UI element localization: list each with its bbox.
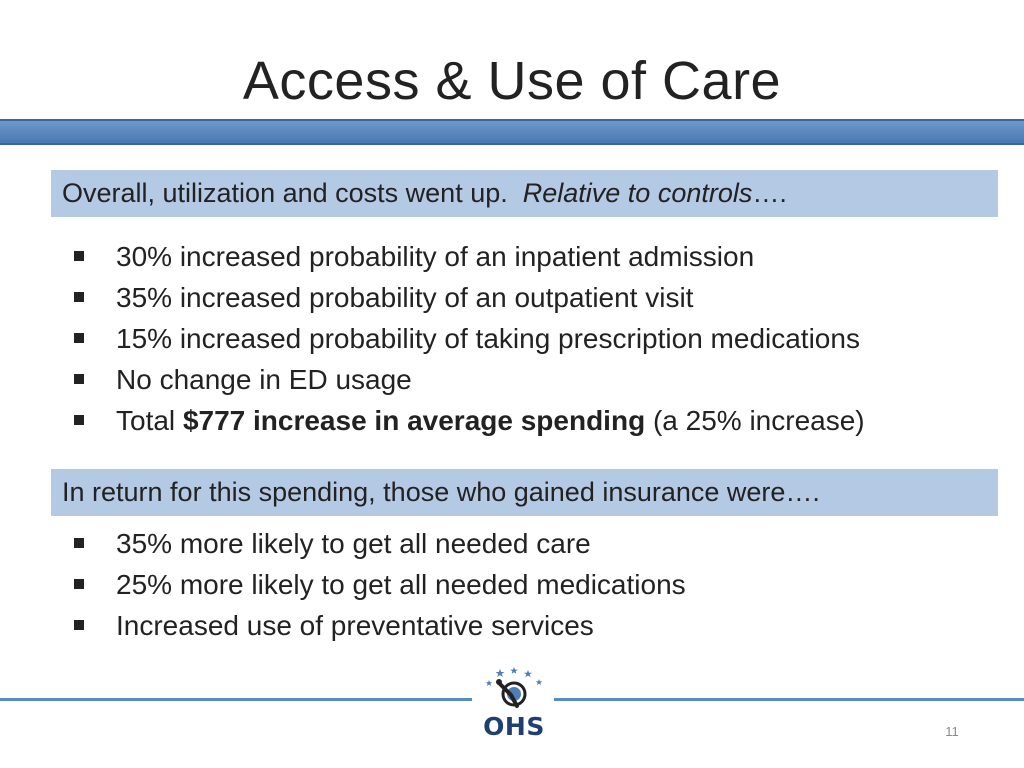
bullet-text: 15% increased probability of taking pres… bbox=[116, 323, 860, 354]
bullet-text: No change in ED usage bbox=[116, 364, 412, 395]
bullet-prefix: Total bbox=[116, 405, 176, 436]
list-item: 30% increased probability of an inpatien… bbox=[72, 236, 865, 277]
page-number: 11 bbox=[945, 724, 959, 739]
bullet-text: 35% more likely to get all needed care bbox=[116, 528, 591, 559]
list-item: 15% increased probability of taking pres… bbox=[72, 318, 865, 359]
section1-heading-plain: Overall, utilization and costs went up. bbox=[62, 178, 508, 208]
section1-heading-box: Overall, utilization and costs went up. … bbox=[51, 170, 998, 217]
square-bullet-icon bbox=[74, 374, 84, 384]
square-bullet-icon bbox=[74, 292, 84, 302]
bullet-suffix: (a 25% increase) bbox=[652, 405, 865, 436]
section2-heading-box: In return for this spending, those who g… bbox=[51, 469, 998, 516]
list-item: 25% more likely to get all needed medica… bbox=[72, 564, 686, 605]
footer-line-left bbox=[0, 698, 472, 701]
footer-line-right bbox=[554, 698, 1024, 701]
list-item: 35% increased probability of an outpatie… bbox=[72, 277, 865, 318]
square-bullet-icon bbox=[74, 333, 84, 343]
bullet-text: Increased use of preventative services bbox=[116, 610, 594, 641]
logo-text: OHS bbox=[483, 712, 545, 741]
section2-bullet-list: 35% more likely to get all needed care 2… bbox=[72, 523, 686, 646]
list-item: Increased use of preventative services bbox=[72, 605, 686, 646]
bullet-text: 30% increased probability of an inpatien… bbox=[116, 241, 755, 272]
square-bullet-icon bbox=[74, 620, 84, 630]
square-bullet-icon bbox=[74, 415, 84, 425]
section1-heading-italic: Relative to controls bbox=[522, 178, 753, 208]
ohs-figure-with-stars-icon bbox=[485, 667, 543, 708]
bullet-bold-text: $777 increase in average spending bbox=[182, 405, 646, 436]
list-item: No change in ED usage bbox=[72, 359, 865, 400]
list-item: 35% more likely to get all needed care bbox=[72, 523, 686, 564]
square-bullet-icon bbox=[74, 538, 84, 548]
square-bullet-icon bbox=[74, 251, 84, 261]
slide-title: Access & Use of Care bbox=[242, 51, 782, 111]
bullet-text: 25% more likely to get all needed medica… bbox=[116, 569, 686, 600]
section1-heading-suffix: …. bbox=[752, 178, 787, 208]
square-bullet-icon bbox=[74, 579, 84, 589]
title-bar bbox=[0, 119, 1024, 145]
list-item: Total $777 increase in average spending … bbox=[72, 400, 865, 441]
bullet-text: 35% increased probability of an outpatie… bbox=[116, 282, 694, 313]
section1-bullet-list: 30% increased probability of an inpatien… bbox=[72, 236, 865, 441]
